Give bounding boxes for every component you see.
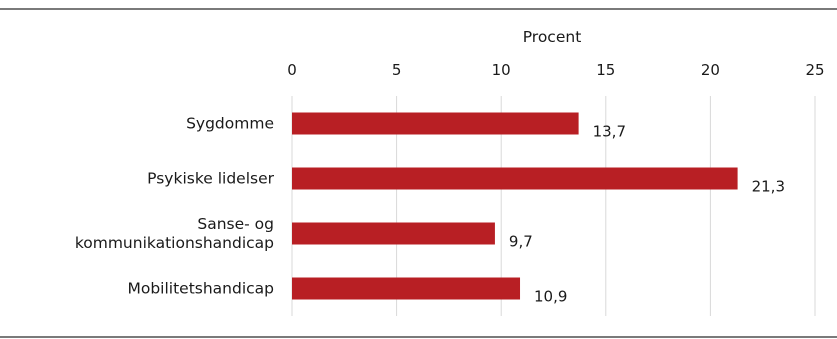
x-tick-label: 10 (492, 61, 511, 79)
category-label: Sygdomme (186, 115, 274, 133)
bars (292, 112, 738, 300)
bar (292, 112, 579, 135)
category-label: Sanse- og (197, 215, 274, 233)
x-tick-label: 0 (287, 61, 297, 79)
category-label: Mobilitetshandicap (127, 280, 274, 298)
x-tick-labels: 0 5 10 15 20 25 (287, 61, 824, 79)
x-tick-label: 5 (392, 61, 402, 79)
value-label: 13,7 (593, 123, 626, 141)
bar (292, 277, 521, 300)
x-axis-title: Procent (523, 28, 582, 46)
x-tick-label: 15 (596, 61, 615, 79)
category-label: kommunikationshandicap (75, 234, 274, 252)
bar (292, 167, 738, 190)
value-label: 21,3 (752, 178, 785, 196)
value-labels: 13,7 21,3 9,7 10,9 (509, 123, 785, 306)
value-label: 9,7 (509, 233, 533, 251)
category-labels: Sygdomme Psykiske lidelser Sanse- ogkommun… (75, 115, 275, 298)
value-label: 10,9 (534, 288, 567, 306)
x-tick-label: 25 (805, 61, 824, 79)
bar (292, 222, 495, 245)
x-tick-label: 20 (701, 61, 720, 79)
category-label: Psykiske lidelser (147, 170, 274, 188)
